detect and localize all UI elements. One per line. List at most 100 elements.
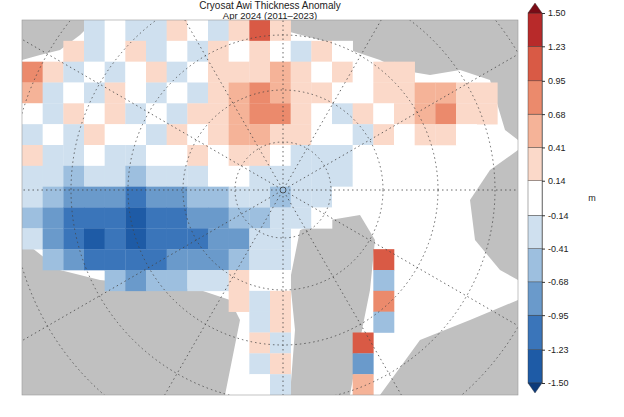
- colorbar-tick-label: 0.68: [548, 110, 566, 120]
- cell: [270, 374, 291, 395]
- cell: [311, 145, 332, 166]
- cell: [477, 103, 498, 124]
- cell: [187, 41, 208, 62]
- cell: [146, 270, 167, 291]
- cell: [249, 249, 270, 270]
- colorbar-tick: -0.14: [542, 211, 569, 221]
- cell: [187, 270, 208, 291]
- cells: [22, 20, 498, 395]
- colorbar-tick-label: -0.41: [548, 244, 569, 254]
- cell: [229, 62, 250, 83]
- graticule: [22, 20, 518, 395]
- cell: [22, 166, 43, 187]
- colorbar-bin: [528, 46, 542, 81]
- cell: [249, 208, 270, 229]
- cell: [311, 83, 332, 104]
- cell: [22, 103, 43, 124]
- cell: [84, 208, 105, 229]
- cell: [353, 83, 374, 104]
- meridian: [283, 20, 284, 184]
- cell: [373, 83, 394, 104]
- colorbar-bin: [528, 81, 542, 114]
- cell: [146, 62, 167, 83]
- cell: [187, 228, 208, 249]
- cell: [353, 374, 374, 395]
- cell: [43, 228, 64, 249]
- cell: [84, 166, 105, 187]
- colorbar-tick-mark: [542, 181, 545, 182]
- cell: [311, 41, 332, 62]
- cell: [249, 124, 270, 145]
- cell: [229, 291, 250, 312]
- cell: [435, 103, 456, 124]
- cell: [105, 83, 126, 104]
- colorbar-tick-label: 1.23: [548, 42, 566, 52]
- cell: [249, 270, 270, 291]
- cell: [332, 166, 353, 187]
- cell: [43, 83, 64, 104]
- ocean-background: [22, 20, 518, 395]
- cell: [43, 62, 64, 83]
- latitude-circle: [128, 35, 438, 345]
- cell: [167, 41, 188, 62]
- cell: [63, 103, 84, 124]
- cell: [146, 208, 167, 229]
- cell: [270, 249, 291, 270]
- cell: [167, 249, 188, 270]
- cell: [22, 208, 43, 229]
- map-frame: [22, 20, 518, 395]
- cell: [167, 208, 188, 229]
- cell: [84, 62, 105, 83]
- meridian: [286, 195, 518, 395]
- cell: [270, 270, 291, 291]
- cell: [291, 124, 312, 145]
- cell: [291, 166, 312, 187]
- cell: [187, 83, 208, 104]
- cell: [229, 249, 250, 270]
- subtitle: Apr 2024 (2011–2023): [223, 10, 317, 21]
- cell: [105, 270, 126, 291]
- cell: [229, 270, 250, 291]
- cell: [63, 228, 84, 249]
- cell: [373, 145, 394, 166]
- colorbar-tick-mark: [542, 114, 545, 115]
- cell: [270, 333, 291, 354]
- cell: [105, 208, 126, 229]
- cell: [270, 145, 291, 166]
- cell: [84, 20, 105, 41]
- cell: [229, 83, 250, 104]
- colorbar-tick: 0.41: [542, 143, 566, 153]
- cell: [249, 166, 270, 187]
- cell: [63, 41, 84, 62]
- colorbar-tick-mark: [542, 249, 545, 250]
- cell: [394, 103, 415, 124]
- cell: [249, 353, 270, 374]
- cell: [229, 124, 250, 145]
- cell: [332, 124, 353, 145]
- cell: [125, 103, 146, 124]
- cell: [270, 41, 291, 62]
- cell: [373, 249, 394, 270]
- cell: [125, 62, 146, 83]
- cell: [270, 291, 291, 312]
- cell: [229, 208, 250, 229]
- colorbar-axis-line: [542, 14, 543, 384]
- cell: [125, 249, 146, 270]
- cell: [249, 312, 270, 333]
- cell: [22, 145, 43, 166]
- cell: [332, 145, 353, 166]
- colorbar-tick: -0.41: [542, 244, 569, 254]
- meridian: [22, 20, 278, 187]
- cell: [105, 166, 126, 187]
- cell: [63, 145, 84, 166]
- colorbar-tick-mark: [542, 350, 545, 351]
- cell: [270, 103, 291, 124]
- cell: [167, 83, 188, 104]
- colorbar-bin: [528, 249, 542, 282]
- cell: [415, 103, 436, 124]
- colorbar-bin: [528, 114, 542, 147]
- cell: [208, 20, 229, 41]
- cell: [435, 83, 456, 104]
- cell: [229, 20, 250, 41]
- cell: [105, 103, 126, 124]
